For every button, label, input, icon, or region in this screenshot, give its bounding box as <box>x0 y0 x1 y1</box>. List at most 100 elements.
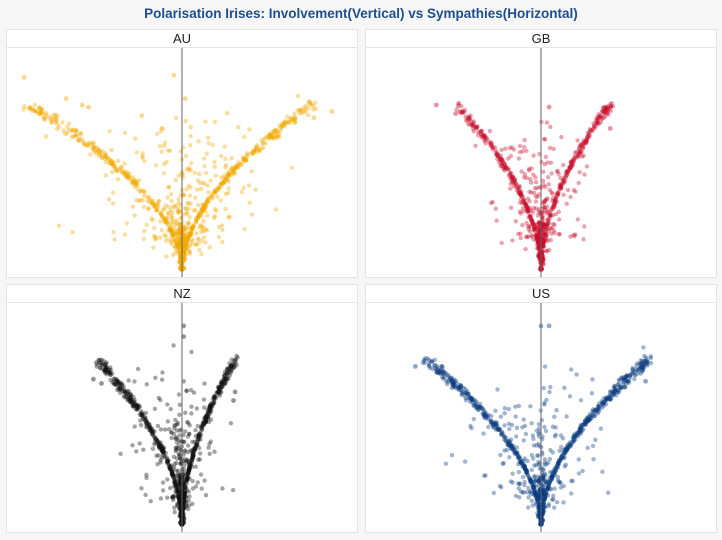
scatter-point <box>185 471 191 476</box>
scatter-point <box>638 365 643 370</box>
scatter-point <box>512 451 517 456</box>
scatter-point <box>159 447 165 453</box>
scatter-point <box>197 213 202 219</box>
scatter-point <box>169 198 174 204</box>
scatter-point <box>557 448 562 453</box>
scatter-point <box>452 379 458 384</box>
scatter-point <box>158 457 163 463</box>
scatter-point <box>536 192 542 197</box>
scatter-point <box>208 403 213 409</box>
scatter-point <box>187 233 192 238</box>
scatter-point <box>607 396 613 402</box>
scatter-point <box>201 397 207 402</box>
scatter-point <box>186 468 191 473</box>
scatter-point <box>202 229 207 234</box>
scatter-point <box>549 190 554 195</box>
scatter-point <box>567 443 572 449</box>
scatter-point <box>185 471 191 477</box>
scatter-point <box>193 428 198 433</box>
scatter-point <box>599 109 604 115</box>
scatter-point <box>531 486 537 491</box>
scatter-point <box>165 402 170 407</box>
scatter-point <box>54 118 59 124</box>
scatter-point <box>185 473 190 478</box>
scatter-point <box>184 477 190 482</box>
scatter-point <box>573 232 578 237</box>
scatter-point <box>619 385 624 390</box>
scatter-point <box>513 414 518 419</box>
scatter-point <box>600 469 605 474</box>
scatter-point <box>186 165 192 171</box>
scatter-point <box>199 424 204 430</box>
scatter-point <box>163 218 169 223</box>
scatter-point <box>578 148 583 154</box>
scatter-point <box>592 123 597 128</box>
scatter-point <box>206 141 211 146</box>
scatter-point <box>154 438 160 443</box>
scatter-point <box>38 110 43 115</box>
scatter-point <box>252 148 257 153</box>
scatter-point <box>192 446 198 452</box>
scatter-point <box>110 190 116 195</box>
scatter-point <box>130 403 135 408</box>
scatter-point <box>521 417 526 422</box>
scatter-point <box>482 415 487 421</box>
scatter-point <box>112 165 117 170</box>
scatter-point <box>191 453 196 458</box>
scatter-point <box>232 168 237 174</box>
scatter-point <box>229 357 234 362</box>
scatter-point <box>601 108 606 113</box>
scatter-point <box>259 146 264 152</box>
scatter-point <box>134 402 139 408</box>
scatter-point <box>518 460 523 465</box>
scatter-point <box>510 174 516 180</box>
scatter-point <box>443 378 449 384</box>
scatter-point <box>44 134 49 139</box>
scatter-point <box>221 179 227 184</box>
scatter-point <box>525 473 530 478</box>
scatter-point <box>467 396 473 401</box>
scatter-point <box>227 361 232 366</box>
scatter-point <box>206 200 211 205</box>
scatter-point <box>191 451 196 456</box>
scatter-point <box>577 143 583 148</box>
scatter-point <box>175 472 180 478</box>
scatter-point <box>469 395 475 401</box>
scatter-point <box>578 398 584 403</box>
scatter-point <box>619 385 624 391</box>
scatter-point <box>188 229 194 234</box>
scatter-point <box>229 156 234 161</box>
scatter-point <box>475 404 480 409</box>
scatter-point <box>200 205 205 211</box>
scatter-point <box>600 105 606 111</box>
scatter-point <box>534 185 540 191</box>
scatter-point <box>580 144 585 150</box>
scatter-point <box>222 381 228 386</box>
scatter-point <box>603 395 609 400</box>
scatter-point <box>185 475 190 481</box>
scatter-point <box>459 384 464 389</box>
scatter-point <box>251 148 256 154</box>
scatter-point <box>280 121 286 127</box>
scatter-point <box>43 112 48 118</box>
scatter-point <box>223 375 229 381</box>
scatter-point <box>129 180 135 186</box>
scatter-point <box>185 475 190 481</box>
scatter-point <box>186 467 192 473</box>
scatter-point <box>481 412 486 417</box>
scatter-point <box>604 109 609 114</box>
scatter-point <box>530 222 535 227</box>
scatter-point <box>191 448 196 454</box>
scatter-point <box>189 458 195 463</box>
scatter-point <box>183 502 189 508</box>
scatter-point <box>93 151 99 156</box>
scatter-point <box>583 422 588 427</box>
scatter-point <box>155 201 160 207</box>
scatter-point <box>197 180 202 186</box>
scatter-point <box>558 175 563 181</box>
scatter-point <box>282 120 288 125</box>
scatter-point <box>548 384 553 390</box>
scatter-point <box>112 376 118 381</box>
scatter-point <box>626 379 631 384</box>
scatter-point <box>107 367 112 372</box>
